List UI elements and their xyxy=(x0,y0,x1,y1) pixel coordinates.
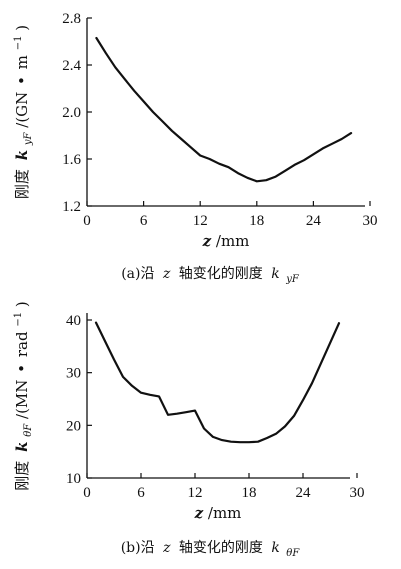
chart-b-xlabel-var: z xyxy=(194,504,204,522)
chart-a-ylabel-prefix: 刚度 xyxy=(13,169,31,199)
chart-a-ticks: 0 6 12 18 24 30 1.2 1.6 2.0 2.4 2.8 xyxy=(62,11,377,229)
chart-a-xlabel-unit: /mm xyxy=(216,232,250,250)
chart-a-caption-mid: 轴变化的刚度 xyxy=(179,266,263,282)
chart-b-ylabel-sub: θF xyxy=(23,423,34,437)
chart-b-caption: (b)沿 z 轴变化的刚度 k θF xyxy=(121,540,301,559)
chart-a-x-tick-label-0: 0 xyxy=(83,213,91,229)
chart-b: 0 6 12 18 24 30 10 20 30 40 刚度 k θF /(MN • rad −1… xyxy=(7,301,365,559)
chart-b-caption-sub: θF xyxy=(286,548,300,559)
chart-b-caption-k: k xyxy=(271,540,279,556)
chart-a-series xyxy=(95,36,353,183)
chart-a-ylabel-k: k xyxy=(13,150,31,160)
chart-b-y-tick-label-1: 20 xyxy=(66,418,81,434)
chart-b-x-tick-label-4: 24 xyxy=(296,485,312,501)
chart-a-ylabel-sub: yF xyxy=(23,131,34,146)
chart-a-caption-var: z xyxy=(162,266,171,282)
chart-b-y-tick-label-3: 40 xyxy=(66,313,81,329)
chart-b-ticks: 0 6 12 18 24 30 10 20 30 40 xyxy=(66,313,365,501)
chart-a-x-tick-label-2: 12 xyxy=(193,213,208,229)
chart-b-ylabel-unit-rad: rad xyxy=(13,331,31,357)
chart-b-caption-var: z xyxy=(162,540,171,556)
chart-b-x-tick-label-0: 0 xyxy=(83,485,91,501)
chart-b-ylabel-close: ) xyxy=(13,301,31,307)
chart-b-y-tick-label-2: 30 xyxy=(66,366,81,382)
chart-a: 0 6 12 18 24 30 1.2 1.6 2.0 2.4 2.8 刚度 k yF /(GN •… xyxy=(7,11,378,285)
chart-a-caption-sub: yF xyxy=(285,274,300,285)
chart-b-x-tick-label-1: 6 xyxy=(137,485,145,501)
chart-a-ylabel-unit-m: m xyxy=(13,55,31,69)
chart-a-xlabel-var: z xyxy=(202,232,212,250)
chart-b-x-axis-title: z /mm xyxy=(194,504,242,522)
chart-b-series xyxy=(94,321,341,444)
chart-a-y-tick-label-1: 1.6 xyxy=(62,152,81,168)
chart-b-series-line-0 xyxy=(94,321,341,444)
chart-b-x-tick-label-2: 12 xyxy=(188,485,203,501)
chart-a-y-tick-label-3: 2.4 xyxy=(62,58,81,74)
chart-a-ylabel-unit-open: /(GN xyxy=(13,92,31,128)
chart-b-y-axis-title: 刚度 k θF /(MN • rad −1 ) xyxy=(7,301,35,490)
chart-b-ylabel-prefix: 刚度 xyxy=(13,461,31,491)
chart-a-y-tick-label-2: 2.0 xyxy=(62,105,81,121)
chart-a-caption-prefix: (a)沿 xyxy=(121,266,154,282)
chart-b-ylabel-dot: • xyxy=(13,364,31,373)
chart-b-x-tick-label-5: 30 xyxy=(350,485,365,501)
chart-a-x-tick-label-3: 18 xyxy=(249,213,264,229)
chart-b-y-tick-label-0: 10 xyxy=(66,471,81,487)
chart-a-x-axis-title: z /mm xyxy=(202,232,250,250)
chart-b-ylabel-k: k xyxy=(13,442,31,452)
chart-a-ylabel-sup: −1 xyxy=(13,36,24,51)
chart-b-xlabel-unit: /mm xyxy=(208,504,242,522)
chart-a-y-tick-label-0: 1.2 xyxy=(62,199,81,215)
chart-a-x-tick-label-5: 30 xyxy=(363,213,378,229)
chart-a-caption-k: k xyxy=(271,266,279,282)
chart-b-caption-prefix: (b)沿 xyxy=(121,540,155,556)
chart-a-y-axis-title: 刚度 k yF /(GN • m −1 ) xyxy=(7,25,35,199)
chart-a-ylabel-close: ) xyxy=(13,25,31,31)
chart-a-y-tick-label-4: 2.8 xyxy=(62,11,81,27)
chart-b-ylabel-sup: −1 xyxy=(13,312,24,327)
chart-b-x-tick-label-3: 18 xyxy=(242,485,257,501)
chart-a-x-tick-label-1: 6 xyxy=(140,213,148,229)
chart-a-series-line-0 xyxy=(95,36,353,183)
chart-b-ylabel-unit-open: /(MN xyxy=(13,380,31,419)
chart-a-x-tick-label-4: 24 xyxy=(306,213,322,229)
chart-a-ylabel-dot: • xyxy=(13,76,31,85)
chart-b-caption-mid: 轴变化的刚度 xyxy=(179,540,263,556)
chart-a-caption: (a)沿 z 轴变化的刚度 k yF xyxy=(121,266,300,285)
